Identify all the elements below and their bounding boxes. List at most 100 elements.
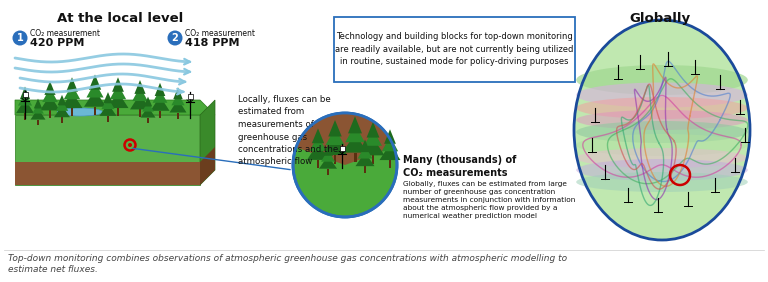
Polygon shape <box>108 92 128 108</box>
Polygon shape <box>328 120 342 136</box>
Ellipse shape <box>576 134 748 156</box>
Polygon shape <box>141 107 155 118</box>
Text: Globally, fluxes can be estimated from large
number of greenhouse gas concentrat: Globally, fluxes can be estimated from l… <box>403 181 575 219</box>
Polygon shape <box>15 115 200 185</box>
Polygon shape <box>170 99 187 113</box>
Polygon shape <box>348 116 362 133</box>
Text: CO₂ measurement: CO₂ measurement <box>30 30 100 39</box>
Polygon shape <box>307 143 329 160</box>
Ellipse shape <box>576 97 748 119</box>
Polygon shape <box>134 80 146 94</box>
Polygon shape <box>151 96 170 111</box>
Ellipse shape <box>576 172 748 192</box>
Polygon shape <box>343 133 368 153</box>
Ellipse shape <box>576 83 748 107</box>
Polygon shape <box>171 93 184 105</box>
FancyBboxPatch shape <box>333 17 574 81</box>
Polygon shape <box>200 147 215 185</box>
Ellipse shape <box>576 121 748 143</box>
Polygon shape <box>174 87 183 99</box>
Polygon shape <box>101 98 114 109</box>
FancyBboxPatch shape <box>339 146 345 151</box>
Polygon shape <box>130 94 150 109</box>
Text: At the local level: At the local level <box>57 12 183 25</box>
FancyBboxPatch shape <box>22 92 28 97</box>
Polygon shape <box>54 105 70 117</box>
Polygon shape <box>71 108 73 116</box>
Polygon shape <box>66 77 78 92</box>
Polygon shape <box>372 155 374 164</box>
Polygon shape <box>15 100 215 115</box>
Polygon shape <box>31 109 45 120</box>
Polygon shape <box>177 113 179 119</box>
Polygon shape <box>45 81 55 95</box>
Polygon shape <box>15 162 200 185</box>
Polygon shape <box>32 103 44 114</box>
Polygon shape <box>310 136 326 151</box>
Circle shape <box>128 143 132 147</box>
Circle shape <box>293 113 397 217</box>
Polygon shape <box>356 152 375 166</box>
Text: Top-down monitoring combines observations of atmospheric greenhouse gas concentr: Top-down monitoring combines observation… <box>8 254 567 263</box>
Polygon shape <box>24 113 26 120</box>
Text: Globally: Globally <box>630 12 690 25</box>
Polygon shape <box>42 88 58 102</box>
Polygon shape <box>323 144 333 156</box>
Polygon shape <box>87 82 104 98</box>
Polygon shape <box>319 156 337 169</box>
Circle shape <box>167 30 183 45</box>
Circle shape <box>12 30 28 45</box>
Text: Locally, fluxes can be
estimated from
measurements of
greenhouse gas
concentrati: Locally, fluxes can be estimated from me… <box>238 95 338 166</box>
Polygon shape <box>18 93 32 105</box>
Polygon shape <box>382 136 398 151</box>
Polygon shape <box>323 136 347 155</box>
Ellipse shape <box>576 65 748 95</box>
Text: 2: 2 <box>171 33 178 43</box>
Polygon shape <box>364 129 382 146</box>
Polygon shape <box>84 90 106 107</box>
Text: Technology and building blocks for top-down monitoring
are readily available, bu: Technology and building blocks for top-d… <box>335 32 573 66</box>
FancyBboxPatch shape <box>187 94 193 99</box>
Polygon shape <box>61 117 63 123</box>
Polygon shape <box>159 111 161 118</box>
Polygon shape <box>61 92 82 108</box>
Polygon shape <box>139 109 141 117</box>
Polygon shape <box>16 99 34 113</box>
Polygon shape <box>384 129 396 144</box>
Text: 420 PPM: 420 PPM <box>30 38 84 48</box>
Polygon shape <box>37 120 39 125</box>
Polygon shape <box>346 125 365 142</box>
Polygon shape <box>103 92 113 103</box>
Text: CO₂ measurement: CO₂ measurement <box>185 30 255 39</box>
Polygon shape <box>20 87 30 99</box>
Text: 1: 1 <box>17 33 23 43</box>
Ellipse shape <box>576 110 748 130</box>
Polygon shape <box>366 122 379 138</box>
Polygon shape <box>34 99 42 109</box>
Polygon shape <box>379 144 400 160</box>
Ellipse shape <box>576 148 748 168</box>
Polygon shape <box>49 111 51 118</box>
Polygon shape <box>353 153 356 162</box>
Polygon shape <box>58 95 67 105</box>
Polygon shape <box>364 166 366 173</box>
Polygon shape <box>144 97 152 107</box>
Polygon shape <box>312 128 324 143</box>
Polygon shape <box>142 102 154 112</box>
Polygon shape <box>326 128 344 145</box>
Polygon shape <box>359 140 370 152</box>
Polygon shape <box>153 89 167 103</box>
Ellipse shape <box>58 108 102 116</box>
Polygon shape <box>154 83 165 96</box>
Polygon shape <box>327 169 329 175</box>
Polygon shape <box>117 108 119 116</box>
Polygon shape <box>40 95 60 111</box>
Text: 418 PPM: 418 PPM <box>185 38 240 48</box>
Polygon shape <box>321 150 335 162</box>
Polygon shape <box>200 100 215 185</box>
Polygon shape <box>112 77 124 92</box>
Ellipse shape <box>574 20 750 240</box>
Polygon shape <box>358 146 372 158</box>
Polygon shape <box>389 160 391 168</box>
Polygon shape <box>132 87 147 101</box>
